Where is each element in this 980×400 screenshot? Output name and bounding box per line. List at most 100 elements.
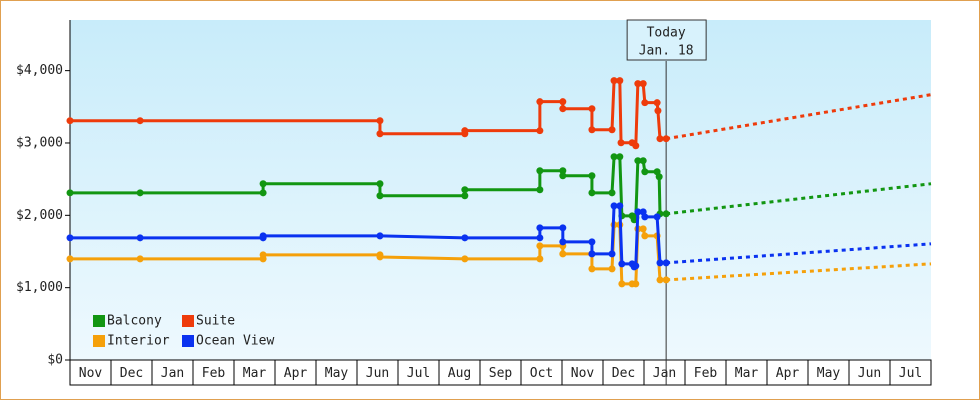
- price-point: [536, 98, 544, 106]
- price-point: [632, 280, 640, 288]
- legend-swatch: [182, 335, 194, 347]
- price-point: [656, 135, 664, 143]
- y-tick-label: $4,000: [16, 63, 63, 78]
- price-point: [641, 168, 649, 176]
- price-point: [653, 213, 661, 221]
- legend-label: Interior: [107, 334, 170, 349]
- legend-label: Balcony: [107, 314, 162, 329]
- price-point: [536, 167, 544, 175]
- legend-swatch: [182, 315, 194, 327]
- price-point: [461, 127, 469, 135]
- x-tick-label: Nov: [571, 366, 595, 381]
- price-point: [588, 189, 596, 197]
- price-point: [662, 210, 670, 218]
- x-tick-label: Feb: [694, 366, 718, 381]
- price-point: [616, 153, 624, 161]
- price-point: [588, 238, 596, 246]
- price-point: [536, 127, 544, 135]
- price-point: [662, 135, 670, 143]
- x-tick-label: Jan: [653, 366, 676, 381]
- price-point: [536, 224, 544, 232]
- price-point: [641, 99, 649, 107]
- price-point: [136, 234, 144, 242]
- y-tick-label: $2,000: [16, 208, 63, 223]
- price-point: [461, 186, 469, 194]
- x-tick-label: Dec: [120, 366, 143, 381]
- x-tick-label: Jun: [858, 366, 881, 381]
- y-tick-label: $0: [47, 353, 63, 368]
- x-tick-label: Mar: [243, 366, 267, 381]
- y-tick-label: $1,000: [16, 280, 63, 295]
- price-point: [136, 255, 144, 263]
- price-point: [608, 265, 616, 273]
- legend-swatch: [93, 335, 105, 347]
- price-point: [136, 189, 144, 197]
- price-point: [461, 192, 469, 200]
- price-point: [461, 255, 469, 263]
- price-point: [66, 189, 74, 197]
- price-point: [259, 180, 267, 188]
- x-tick-label: May: [817, 366, 841, 381]
- price-point: [588, 250, 596, 258]
- price-point: [653, 99, 661, 107]
- x-tick-label: Jun: [366, 366, 389, 381]
- price-point: [618, 280, 626, 288]
- legend-label: Suite: [196, 314, 235, 329]
- x-tick-label: Jul: [899, 366, 922, 381]
- today-label: Today: [647, 26, 686, 41]
- today-box: [626, 19, 707, 61]
- x-tick-label: Aug: [448, 366, 471, 381]
- x-tick-label: Jul: [407, 366, 430, 381]
- price-point: [376, 130, 384, 138]
- price-point: [376, 232, 384, 240]
- price-point: [66, 234, 74, 242]
- price-point: [632, 142, 640, 150]
- price-point: [66, 255, 74, 263]
- price-point: [588, 265, 596, 273]
- x-tick-label: Jan: [161, 366, 184, 381]
- price-point: [376, 180, 384, 188]
- price-point: [608, 126, 616, 134]
- price-point: [655, 173, 663, 181]
- price-point: [376, 192, 384, 200]
- price-point: [634, 80, 642, 88]
- price-point: [618, 260, 626, 268]
- price-point: [608, 189, 616, 197]
- x-tick-label: Feb: [202, 366, 226, 381]
- price-point: [634, 157, 642, 165]
- price-point: [588, 172, 596, 180]
- price-point: [662, 276, 670, 284]
- x-tick-label: Dec: [612, 366, 635, 381]
- x-tick-label: Sep: [489, 366, 513, 381]
- price-point: [588, 126, 596, 134]
- x-tick-label: Apr: [284, 366, 308, 381]
- x-axis-band: [69, 359, 932, 386]
- price-point: [616, 77, 624, 85]
- legend-label: Ocean View: [196, 334, 274, 349]
- price-line: [70, 155, 667, 223]
- price-point: [376, 253, 384, 261]
- price-point: [634, 208, 642, 216]
- price-point: [376, 117, 384, 125]
- x-tick-label: Apr: [776, 366, 800, 381]
- price-point: [617, 139, 625, 147]
- price-point: [461, 234, 469, 242]
- price-point: [536, 242, 544, 250]
- price-point: [259, 251, 267, 259]
- price-point: [559, 224, 567, 232]
- price-point: [559, 105, 567, 113]
- price-point: [656, 276, 664, 284]
- today-label: Jan. 18: [639, 44, 694, 59]
- price-point: [641, 232, 649, 240]
- price-point: [632, 262, 640, 270]
- price-point: [136, 117, 144, 125]
- price-point: [639, 225, 647, 233]
- price-point: [654, 107, 662, 115]
- price-point: [639, 80, 647, 88]
- x-tick-label: Mar: [735, 366, 759, 381]
- price-point: [559, 250, 567, 258]
- price-point: [536, 234, 544, 242]
- y-tick-label: $3,000: [16, 135, 63, 150]
- price-point: [610, 77, 618, 85]
